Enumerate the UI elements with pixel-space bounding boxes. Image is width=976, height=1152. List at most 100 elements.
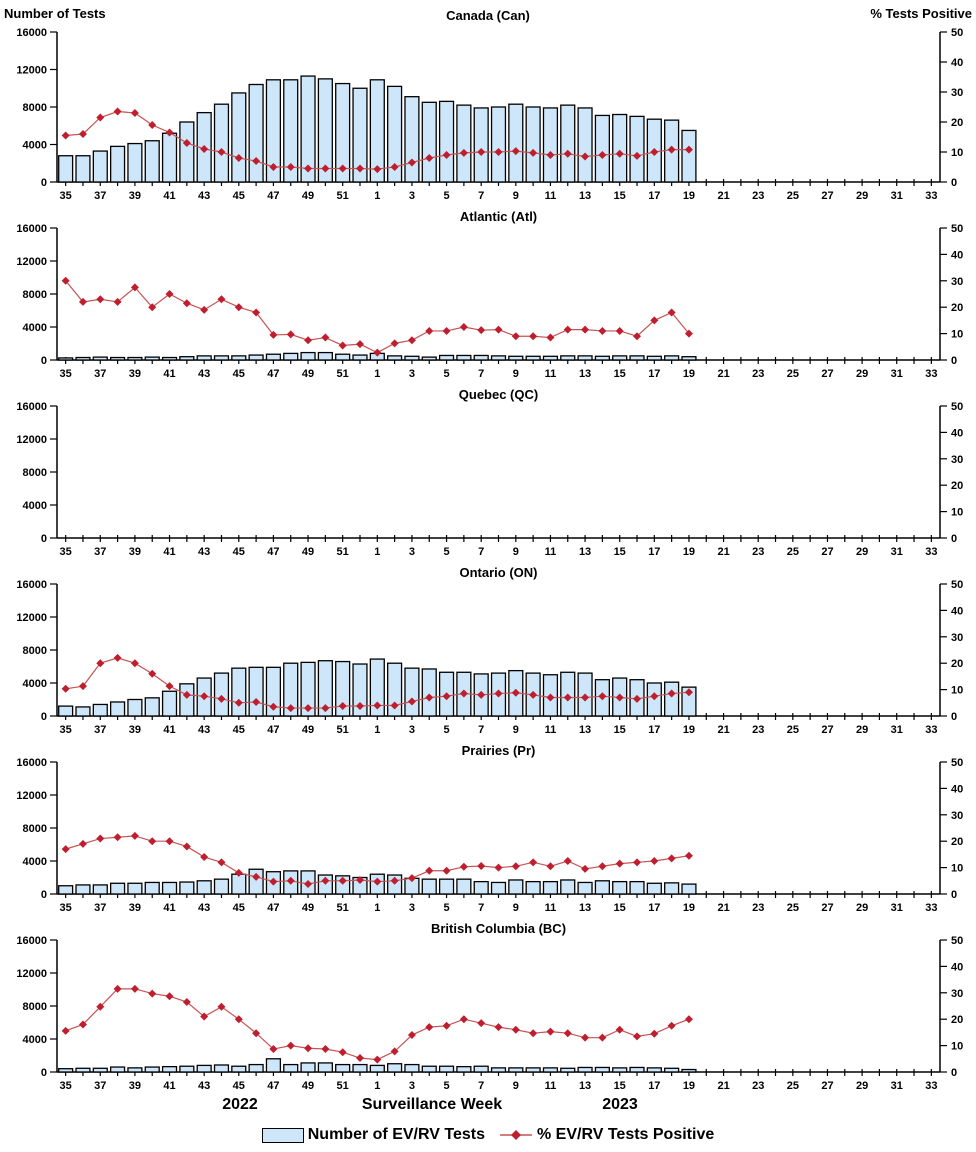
left-axis-title: Number of Tests (4, 6, 106, 21)
bar (92, 1067, 108, 1073)
bar (352, 87, 368, 183)
svg-text:0: 0 (951, 533, 957, 545)
chart-panel-atlantic: Atlantic (Atl) 0 4000 8000 12000 16000 0 10 20 30… (0, 206, 976, 384)
svg-text:40: 40 (951, 961, 963, 973)
diamond-marker (615, 326, 624, 335)
svg-text:43: 43 (198, 724, 210, 736)
svg-text:4000: 4000 (23, 678, 47, 690)
bar (681, 129, 697, 183)
bar (127, 1067, 143, 1073)
svg-text:23: 23 (752, 1080, 764, 1092)
bar (438, 100, 455, 183)
axes (56, 762, 941, 895)
diamond-marker (165, 837, 174, 846)
chart-title: Atlantic (Atl) (460, 209, 537, 224)
bar (300, 351, 316, 361)
diamond-marker (581, 1033, 590, 1042)
bar (196, 355, 212, 361)
svg-text:35: 35 (60, 724, 72, 736)
svg-text:49: 49 (302, 546, 314, 558)
diamond-marker (442, 151, 451, 159)
bar (508, 103, 524, 183)
svg-text:33: 33 (925, 368, 937, 380)
bar (335, 660, 351, 717)
svg-text:9: 9 (513, 368, 519, 380)
bar (490, 881, 507, 895)
svg-text:29: 29 (856, 1080, 868, 1092)
bar (92, 884, 108, 895)
svg-text:45: 45 (233, 1080, 245, 1092)
diamond-marker (252, 872, 261, 881)
svg-text:0: 0 (951, 177, 957, 189)
diamond-marker (200, 145, 209, 153)
svg-text:39: 39 (129, 1080, 141, 1092)
bar (404, 96, 420, 183)
bar (681, 1068, 697, 1073)
bar (594, 114, 610, 183)
diamond-marker (234, 1015, 243, 1024)
svg-text:50: 50 (951, 401, 963, 413)
svg-text:10: 10 (951, 1041, 963, 1053)
diamond-marker (252, 1029, 261, 1038)
diamond-marker (200, 853, 209, 862)
diamond-marker (477, 326, 486, 335)
positivity-line (65, 988, 690, 1061)
svg-text:7: 7 (478, 368, 484, 380)
diamond-marker (511, 147, 520, 156)
svg-text:17: 17 (648, 546, 660, 558)
svg-text:40: 40 (951, 605, 963, 617)
bar (248, 354, 264, 361)
bar (144, 1066, 160, 1073)
bar (265, 1058, 282, 1073)
diamond-marker (546, 693, 555, 702)
svg-text:5: 5 (443, 190, 449, 202)
svg-text:5: 5 (443, 902, 449, 914)
svg-text:8000: 8000 (23, 823, 47, 835)
svg-text:8000: 8000 (23, 1001, 47, 1013)
svg-text:29: 29 (856, 190, 868, 202)
chart-panel-quebec: Quebec (QC) 0 4000 8000 12000 16000 0 10 20 30 40 5… (0, 384, 976, 562)
bar (404, 667, 420, 717)
svg-text:25: 25 (787, 724, 799, 736)
svg-text:41: 41 (163, 546, 175, 558)
bar (231, 667, 247, 717)
svg-text:41: 41 (163, 1080, 175, 1092)
svg-text:30: 30 (951, 810, 963, 822)
bar (387, 1063, 403, 1073)
bar (438, 354, 455, 361)
diamond-marker (667, 689, 676, 698)
svg-text:13: 13 (579, 1080, 591, 1092)
svg-text:25: 25 (787, 190, 799, 202)
svg-text:43: 43 (198, 902, 210, 914)
diamond-marker (355, 340, 364, 349)
diamond-marker (425, 1023, 434, 1032)
legend-item-line: % EV/RV Tests Positive (499, 1126, 714, 1144)
diamond-marker (113, 984, 122, 993)
diamond-marker (477, 148, 486, 156)
diamond-marker (269, 1045, 278, 1054)
diamond-marker (494, 325, 503, 334)
bar (213, 103, 230, 183)
chart-panel-ontario: Ontario (ON) 0 4000 8000 12000 16000 0 10 20 30 40… (0, 562, 976, 740)
bar (109, 356, 126, 361)
svg-text:50: 50 (951, 28, 963, 39)
svg-text:17: 17 (648, 1080, 660, 1092)
chart-svg: Ontario (ON) 0 4000 8000 12000 16000 0 10 20 30 40… (16, 565, 963, 736)
svg-text:7: 7 (478, 724, 484, 736)
line-marker-icon (499, 1130, 532, 1140)
svg-text:20: 20 (951, 836, 963, 848)
diamond-marker (148, 669, 157, 678)
bar (265, 666, 282, 717)
svg-text:15: 15 (614, 724, 626, 736)
svg-text:8000: 8000 (23, 467, 47, 479)
svg-text:45: 45 (233, 546, 245, 558)
diamond-marker (563, 857, 572, 865)
bars-series (58, 75, 697, 183)
bar (629, 1066, 645, 1073)
bar (438, 878, 455, 895)
svg-text:10: 10 (951, 863, 963, 875)
bar (283, 352, 299, 361)
svg-text:20: 20 (951, 302, 963, 314)
chart-svg: Prairies (Pr) 0 4000 8000 12000 16000 0 10 20 30 4… (16, 743, 963, 914)
